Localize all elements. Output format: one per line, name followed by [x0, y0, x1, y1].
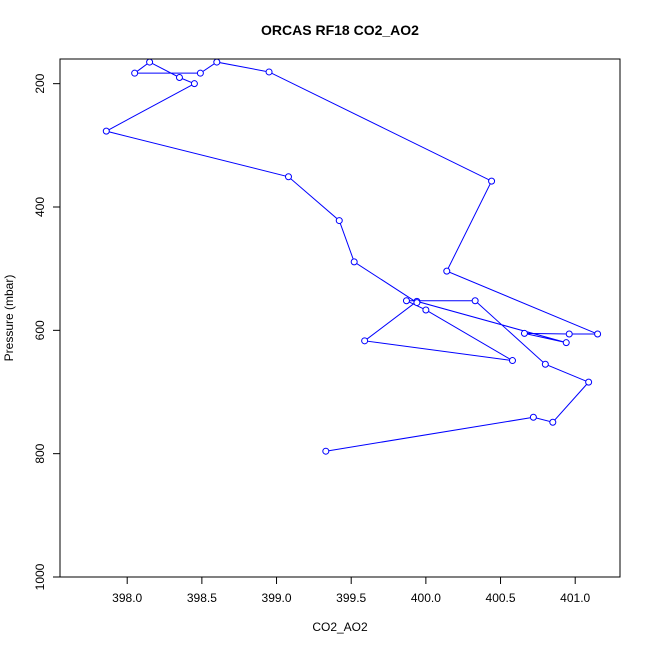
data-point: [175, 74, 183, 81]
data-point: [190, 80, 198, 88]
data-point: [350, 258, 358, 266]
x-tick-label: 400.0: [411, 591, 441, 605]
series-layer: [102, 59, 602, 455]
data-point: [565, 330, 573, 338]
data-point: [284, 173, 292, 181]
data-point: [585, 378, 593, 386]
data-point: [520, 329, 528, 337]
y-tick-label: 800: [33, 443, 47, 463]
x-tick-label: 399.0: [262, 591, 292, 605]
data-point: [471, 297, 479, 305]
x-axis-label: CO2_AO2: [312, 620, 368, 634]
data-point: [594, 330, 602, 338]
y-tick-label: 400: [33, 197, 47, 217]
x-tick-label: 399.5: [336, 591, 366, 605]
chart-title: ORCAS RF18 CO2_AO2: [261, 22, 419, 38]
y-axis: 200 400 600 800 1000: [33, 73, 61, 590]
data-point: [508, 357, 516, 365]
series-line: [104, 61, 598, 452]
data-point: [146, 59, 154, 66]
data-point: [196, 69, 204, 77]
data-point: [488, 177, 496, 185]
y-tick-label: 1000: [33, 563, 47, 590]
x-tick-label: 398.0: [112, 591, 142, 605]
data-point: [549, 418, 557, 426]
data-point: [562, 339, 570, 347]
data-point: [443, 267, 451, 275]
x-tick-label: 400.5: [486, 591, 516, 605]
data-point: [422, 306, 430, 314]
data-point: [335, 217, 343, 225]
x-tick-label: 401.0: [560, 591, 590, 605]
y-tick-label: 600: [33, 320, 47, 340]
plot-frame: [59, 58, 621, 578]
data-point: [131, 69, 139, 77]
y-tick-label: 200: [33, 73, 47, 93]
data-point: [102, 127, 110, 135]
data-point: [265, 68, 273, 76]
data-point: [529, 413, 537, 421]
data-point: [361, 337, 369, 345]
data-point: [322, 447, 330, 455]
data-point: [402, 297, 410, 305]
data-point: [541, 360, 549, 368]
data-point: [413, 299, 421, 307]
data-point: [213, 59, 221, 66]
x-tick-label: 398.5: [187, 591, 217, 605]
x-axis: 398.0 398.5 399.0 399.5 400.0 400.5 401.0: [112, 576, 591, 605]
y-axis-label: Pressure (mbar): [2, 275, 16, 362]
